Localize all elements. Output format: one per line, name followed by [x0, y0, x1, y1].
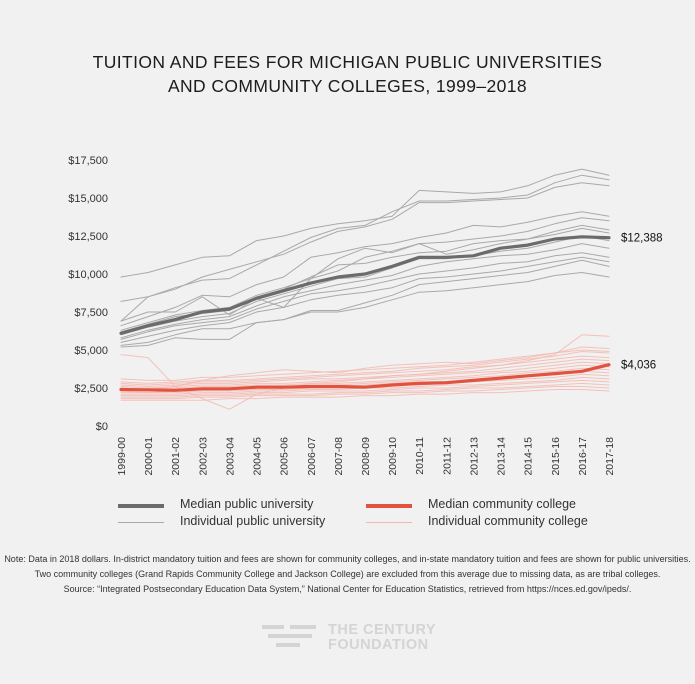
century-foundation-logo: THE CENTURY FOUNDATION: [262, 623, 462, 653]
y-tick-label: $7,500: [74, 307, 108, 319]
series-line-individual-university: [120, 211, 610, 327]
footnote: Note: Data in 2018 dollars. In-district …: [0, 552, 695, 597]
series-line-individual-community: [120, 349, 610, 392]
y-tick-label: $12,500: [68, 231, 108, 243]
x-tick-label: 2009-10: [387, 437, 399, 476]
x-tick-label: 2017-18: [604, 437, 616, 476]
end-value-label-median-university: $12,388: [621, 233, 663, 245]
series-line-individual-community: [120, 361, 610, 389]
series-line-individual-university: [120, 235, 610, 336]
chart-title: TUITION AND FEES FOR MICHIGAN PUBLIC UNI…: [0, 50, 695, 98]
x-tick-label: 2001-02: [170, 437, 182, 476]
x-tick-label: 2011-12: [441, 437, 453, 475]
series-line-individual-university: [120, 224, 610, 322]
logo-text-line-2: FOUNDATION: [328, 637, 429, 653]
series-line-individual-community: [120, 389, 610, 401]
x-tick-label: 2006-07: [306, 437, 318, 476]
y-tick-label: $15,000: [68, 193, 108, 205]
series-line-individual-community: [120, 382, 610, 398]
x-tick-label: 2000-01: [143, 437, 155, 476]
chart-title-line-2: AND COMMUNITY COLLEGES, 1999–2018: [167, 76, 528, 96]
y-tick-label: $0: [96, 421, 108, 433]
legend-swatch-median-university: [118, 504, 164, 508]
x-tick-label: 2016-17: [577, 437, 589, 476]
y-tick-label: $10,000: [68, 269, 108, 281]
series-line-individual-university: [120, 182, 610, 322]
x-tick-label: 2005-06: [279, 437, 291, 476]
end-value-label-median-community: $4,036: [621, 360, 656, 372]
x-tick-label: 2004-05: [252, 437, 264, 476]
series-line-individual-university: [120, 243, 610, 339]
x-tick-label: 2008-09: [360, 437, 372, 476]
logo-text: THE CENTURY FOUNDATION: [328, 623, 436, 653]
series-line-individual-community: [120, 346, 610, 381]
series-line-median-university: [119, 235, 611, 335]
x-tick-label: 2013-14: [496, 437, 508, 476]
x-tick-label: 2012-13: [468, 437, 480, 476]
legend-swatch-median-community: [366, 504, 412, 508]
logo-text-line-1: THE CENTURY: [328, 622, 437, 638]
footnote-line-1: Note: Data in 2018 dollars. In-district …: [4, 554, 691, 564]
x-tick-label: 2014-15: [523, 437, 535, 476]
series-line-individual-university: [120, 174, 610, 302]
series-line-individual-university: [120, 259, 610, 346]
legend-swatch-individual-community: [366, 522, 412, 523]
line-chart: $0 $2,500 $5,000 $7,500 $10,000 $12,500 $15,00…: [68, 155, 663, 476]
x-tick-label: 1999-00: [116, 437, 128, 476]
x-tick-label: 2007-08: [333, 437, 345, 476]
legend-label-median-university: Median public university: [180, 497, 314, 511]
y-tick-label: $2,500: [74, 383, 108, 395]
series-line-individual-community: [120, 386, 610, 400]
series-line-individual-university: [120, 256, 610, 343]
series-line-individual-community: [120, 379, 610, 397]
x-tick-label: 2003-04: [224, 437, 236, 476]
series-line-individual-university: [120, 252, 610, 340]
series-line-median-community: [119, 363, 611, 392]
chart-title-line-1: TUITION AND FEES FOR MICHIGAN PUBLIC UNI…: [92, 52, 603, 72]
series-line-individual-community: [120, 355, 610, 386]
x-tick-label: 2002-03: [197, 437, 209, 476]
series-line-individual-community: [120, 358, 610, 387]
source-line: Source: “Integrated Postsecondary Educat…: [63, 584, 632, 594]
legend-label-median-community: Median community college: [428, 497, 576, 511]
century-foundation-logo-icon: [262, 625, 316, 647]
series-line-individual-university: [120, 272, 610, 348]
x-tick-label: 2015-16: [550, 437, 562, 476]
legend-swatch-individual-university: [118, 522, 164, 523]
series-line-individual-university: [120, 168, 610, 278]
y-tick-label: $17,500: [68, 155, 108, 167]
legend-label-individual-community: Individual community college: [428, 514, 588, 528]
legend-label-individual-university: Individual public university: [180, 514, 326, 528]
series-line-individual-community: [120, 364, 610, 390]
y-tick-label: $5,000: [74, 345, 108, 357]
x-tick-label: 2010-11: [414, 437, 426, 475]
footnote-line-2: Two community colleges (Grand Rapids Com…: [34, 569, 661, 579]
